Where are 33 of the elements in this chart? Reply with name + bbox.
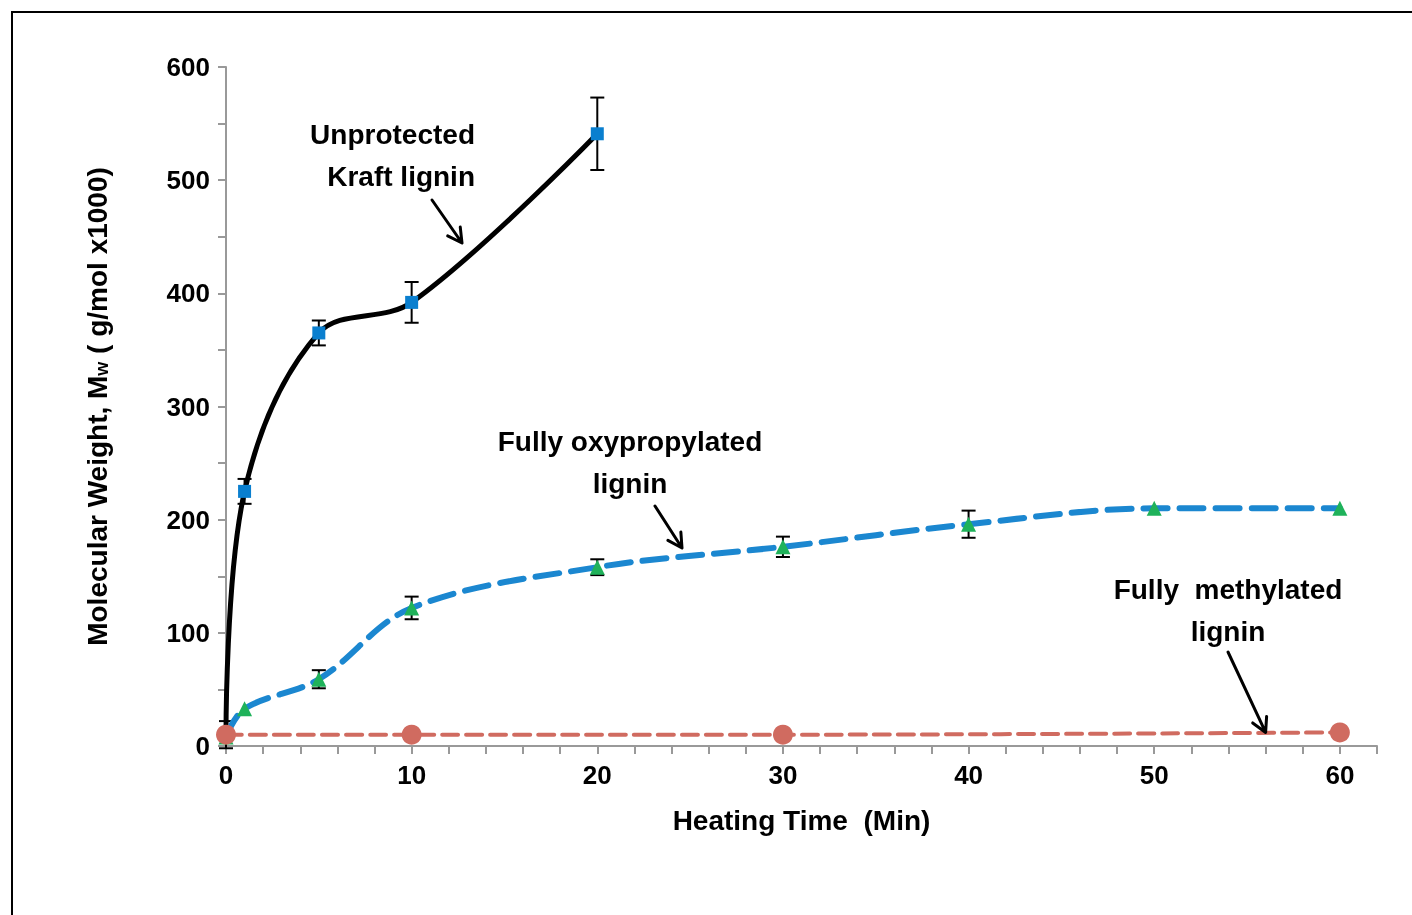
x-tick-label: 0 [218, 760, 234, 790]
x-tick-label: 10 [397, 760, 427, 790]
point [1329, 722, 1350, 743]
point [775, 539, 791, 555]
point [401, 724, 422, 745]
annotation: Fully methylated lignin [1113, 573, 1343, 647]
point [216, 724, 236, 745]
point [772, 724, 793, 745]
point [1332, 500, 1348, 516]
y-tick-label: 0 [195, 731, 210, 761]
point [590, 127, 604, 141]
annotation: Unprotected Kraft lignin [310, 118, 475, 192]
x-tick-label: 40 [954, 760, 984, 790]
point [312, 326, 326, 340]
point [238, 484, 252, 498]
x-axis-title: Heating Time (Min) [672, 804, 931, 836]
annotation: Fully oxypropylated lignin [497, 425, 763, 499]
y-tick-label: 500 [166, 165, 210, 196]
x-tick-label: 30 [768, 760, 798, 790]
y-tick-label: 100 [166, 617, 210, 648]
point [405, 295, 419, 309]
point [1146, 500, 1162, 516]
y-tick-label: 400 [166, 278, 210, 309]
y-tick-label: 200 [166, 504, 210, 535]
x-tick-label: 20 [582, 760, 612, 790]
x-tick-label: 60 [1325, 760, 1355, 790]
y-tick-label: 600 [166, 52, 210, 82]
x-tick-label: 50 [1139, 760, 1169, 790]
point [237, 701, 253, 717]
point [961, 516, 977, 532]
y-tick-label: 300 [166, 391, 210, 422]
y-axis-title: Molecular Weight, Mw ( g/mol x1000) [81, 167, 113, 646]
point [404, 600, 420, 616]
